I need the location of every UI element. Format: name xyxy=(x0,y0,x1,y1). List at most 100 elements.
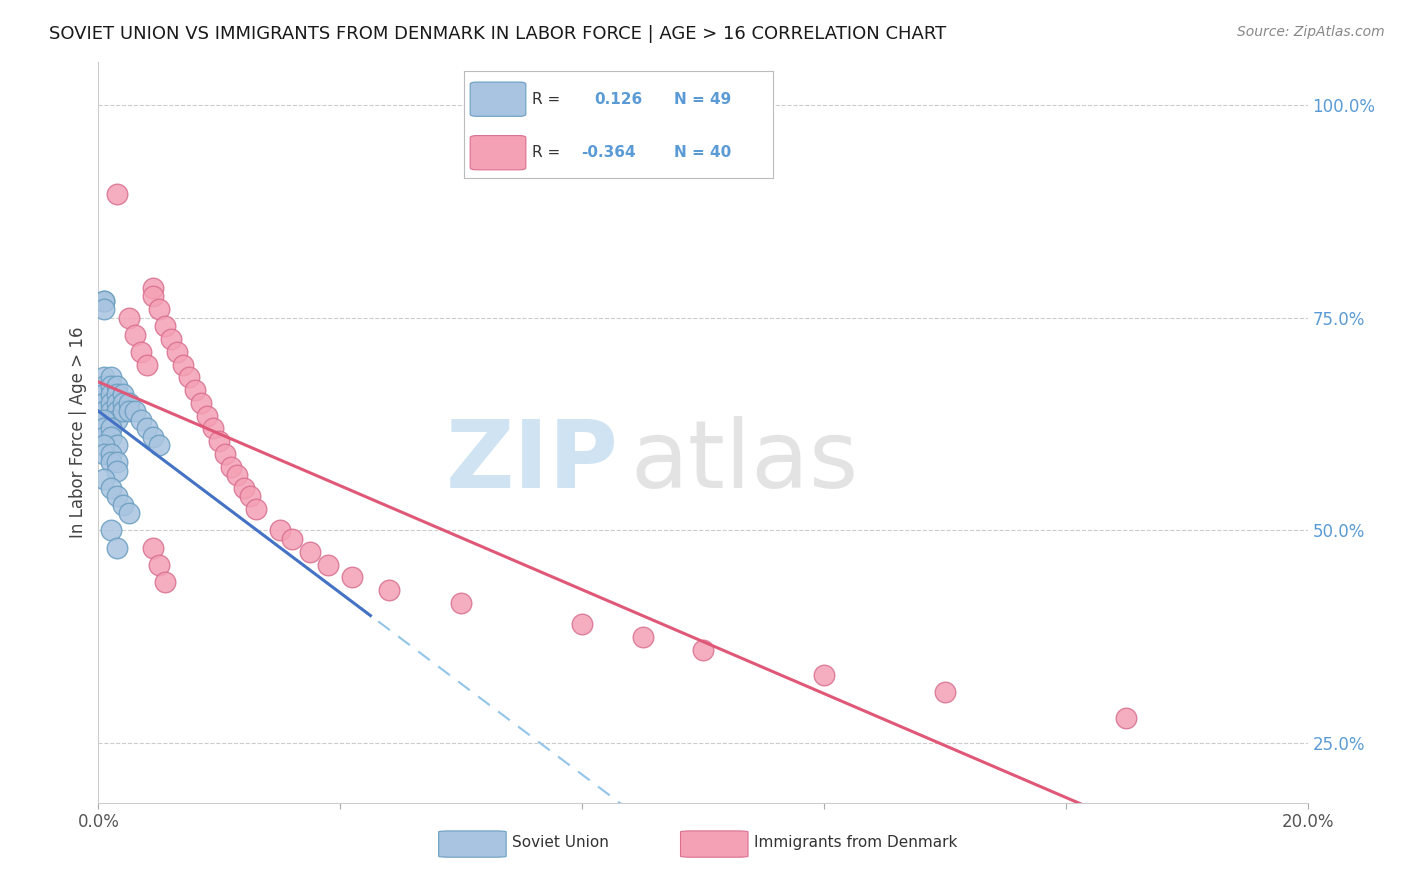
Point xyxy=(93,379,115,393)
Text: 0.126: 0.126 xyxy=(593,92,643,107)
Point xyxy=(93,293,115,308)
Point xyxy=(100,404,122,418)
Text: ZIP: ZIP xyxy=(446,417,619,508)
Point xyxy=(118,404,141,418)
Point xyxy=(100,455,122,469)
Point xyxy=(195,409,218,423)
Point xyxy=(142,281,165,295)
Point xyxy=(124,327,146,342)
Point xyxy=(342,570,364,584)
Point xyxy=(100,413,122,427)
Point xyxy=(105,187,128,202)
Point xyxy=(93,447,115,461)
Point xyxy=(129,413,152,427)
Point xyxy=(153,574,176,589)
Point xyxy=(129,344,152,359)
Point xyxy=(105,455,128,469)
Point xyxy=(105,396,128,410)
Point xyxy=(111,396,134,410)
Point xyxy=(118,396,141,410)
Point xyxy=(245,502,267,516)
Point xyxy=(93,387,115,401)
Text: N = 49: N = 49 xyxy=(675,92,731,107)
Point xyxy=(1115,711,1137,725)
Text: Soviet Union: Soviet Union xyxy=(512,836,609,850)
Point xyxy=(172,358,194,372)
Point xyxy=(105,464,128,478)
Text: R =: R = xyxy=(531,145,560,161)
Point xyxy=(111,404,134,418)
Point xyxy=(184,383,207,397)
Point xyxy=(208,434,231,449)
Point xyxy=(105,413,128,427)
Point xyxy=(142,289,165,303)
Point xyxy=(190,396,212,410)
Point xyxy=(148,558,170,572)
Point xyxy=(105,379,128,393)
Point xyxy=(239,490,262,504)
Point xyxy=(232,481,254,495)
Point xyxy=(100,421,122,435)
Point xyxy=(692,642,714,657)
Point xyxy=(571,617,593,632)
Point xyxy=(100,379,122,393)
Point xyxy=(142,430,165,444)
Point xyxy=(100,421,122,435)
Point xyxy=(118,310,141,325)
Point xyxy=(299,545,322,559)
Point xyxy=(100,524,122,538)
Point xyxy=(105,490,128,504)
Point xyxy=(100,387,122,401)
FancyBboxPatch shape xyxy=(439,831,506,857)
Text: -0.364: -0.364 xyxy=(582,145,636,161)
Point xyxy=(179,370,201,384)
Point xyxy=(135,358,157,372)
Text: atlas: atlas xyxy=(630,417,859,508)
Text: Immigrants from Denmark: Immigrants from Denmark xyxy=(754,836,957,850)
Point xyxy=(166,344,188,359)
Point xyxy=(221,459,243,474)
Point xyxy=(148,302,170,317)
Point xyxy=(93,413,115,427)
Point xyxy=(124,404,146,418)
Point xyxy=(93,430,115,444)
Point xyxy=(93,472,115,486)
Point xyxy=(153,319,176,334)
Point xyxy=(813,668,835,682)
Point xyxy=(105,438,128,452)
Point xyxy=(281,532,304,546)
Point xyxy=(118,507,141,521)
Point xyxy=(377,582,399,597)
Point xyxy=(93,293,115,308)
Text: SOVIET UNION VS IMMIGRANTS FROM DENMARK IN LABOR FORCE | AGE > 16 CORRELATION CH: SOVIET UNION VS IMMIGRANTS FROM DENMARK … xyxy=(49,25,946,43)
Point xyxy=(269,524,291,538)
Point xyxy=(226,468,249,483)
Point xyxy=(160,332,183,346)
FancyBboxPatch shape xyxy=(470,82,526,116)
FancyBboxPatch shape xyxy=(470,136,526,169)
Point xyxy=(100,481,122,495)
Point xyxy=(93,438,115,452)
Point xyxy=(631,630,654,644)
Point xyxy=(105,387,128,401)
Point xyxy=(100,396,122,410)
Point xyxy=(93,404,115,418)
Point xyxy=(100,447,122,461)
Point xyxy=(142,541,165,555)
Point xyxy=(450,596,472,610)
Point xyxy=(93,302,115,317)
Text: Source: ZipAtlas.com: Source: ZipAtlas.com xyxy=(1237,25,1385,39)
Text: R =: R = xyxy=(531,92,560,107)
Point xyxy=(135,421,157,435)
Point xyxy=(111,387,134,401)
Point xyxy=(214,447,236,461)
Y-axis label: In Labor Force | Age > 16: In Labor Force | Age > 16 xyxy=(69,326,87,539)
Point xyxy=(934,685,956,699)
Point xyxy=(93,421,115,435)
Point xyxy=(100,370,122,384)
Point xyxy=(93,396,115,410)
Point xyxy=(93,370,115,384)
FancyBboxPatch shape xyxy=(681,831,748,857)
Point xyxy=(105,404,128,418)
Point xyxy=(105,541,128,555)
